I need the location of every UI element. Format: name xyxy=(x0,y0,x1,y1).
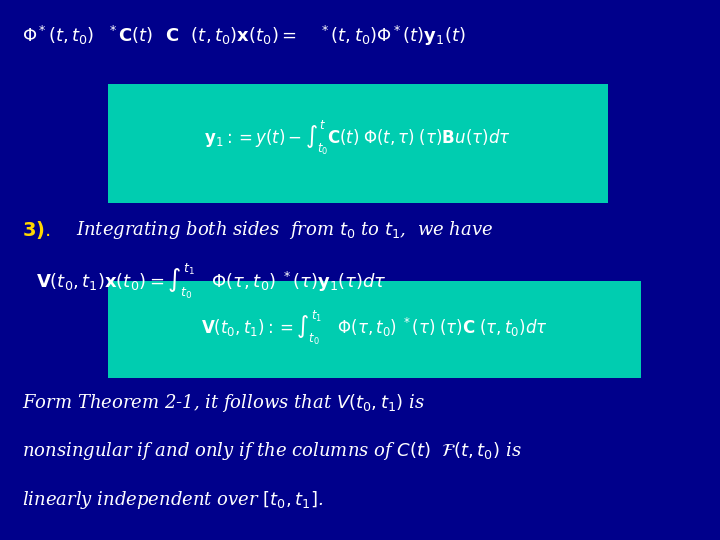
Text: nonsingular if and only if the columns of $C(t)$  $\mathcal{F}(t, t_0)$ is: nonsingular if and only if the columns o… xyxy=(22,440,521,462)
Text: $\mathbf{V}(t_0,t_1)\mathbf{x}(t_0) = \int_{t_0}^{t_1}$$\quad\Phi(\tau,t_0)\;^*(: $\mathbf{V}(t_0,t_1)\mathbf{x}(t_0) = \i… xyxy=(36,262,387,301)
Text: linearly independent over $[t_0, t_1]$.: linearly independent over $[t_0, t_1]$. xyxy=(22,489,323,511)
Text: $\Phi^*(t,t_0)$  $^*\mathbf{C}(t)$  $\mathbf{C}$  $(t,t_0)\mathbf{x}(t_0) =$   $: $\Phi^*(t,t_0)$ $^*\mathbf{C}(t)$ $\math… xyxy=(22,24,466,49)
Text: $\mathbf{3)}.$: $\mathbf{3)}.$ xyxy=(22,219,50,241)
FancyBboxPatch shape xyxy=(108,84,608,202)
Text: Form Theorem 2-1, it follows that $V(t_0, t_1)$ is: Form Theorem 2-1, it follows that $V(t_0… xyxy=(22,392,425,414)
Text: $\mathbf{y}_1 := y(t) - \int_{t_0}^{t}\mathbf{C}(t)\;\Phi(t,\tau)\;(\tau)\mathbf: $\mathbf{y}_1 := y(t) - \int_{t_0}^{t}\m… xyxy=(204,119,511,157)
Text: $\mathbf{V}(t_0,t_1) := \int_{t_0}^{t_1}$$\quad\Phi(\tau,t_0)\;^*(\tau)\;(\tau)\: $\mathbf{V}(t_0,t_1) := \int_{t_0}^{t_1}… xyxy=(201,309,548,347)
Text: Integrating both sides  from $t_0$ to $t_1$,  we have: Integrating both sides from $t_0$ to $t_… xyxy=(76,219,492,241)
FancyBboxPatch shape xyxy=(108,281,641,378)
